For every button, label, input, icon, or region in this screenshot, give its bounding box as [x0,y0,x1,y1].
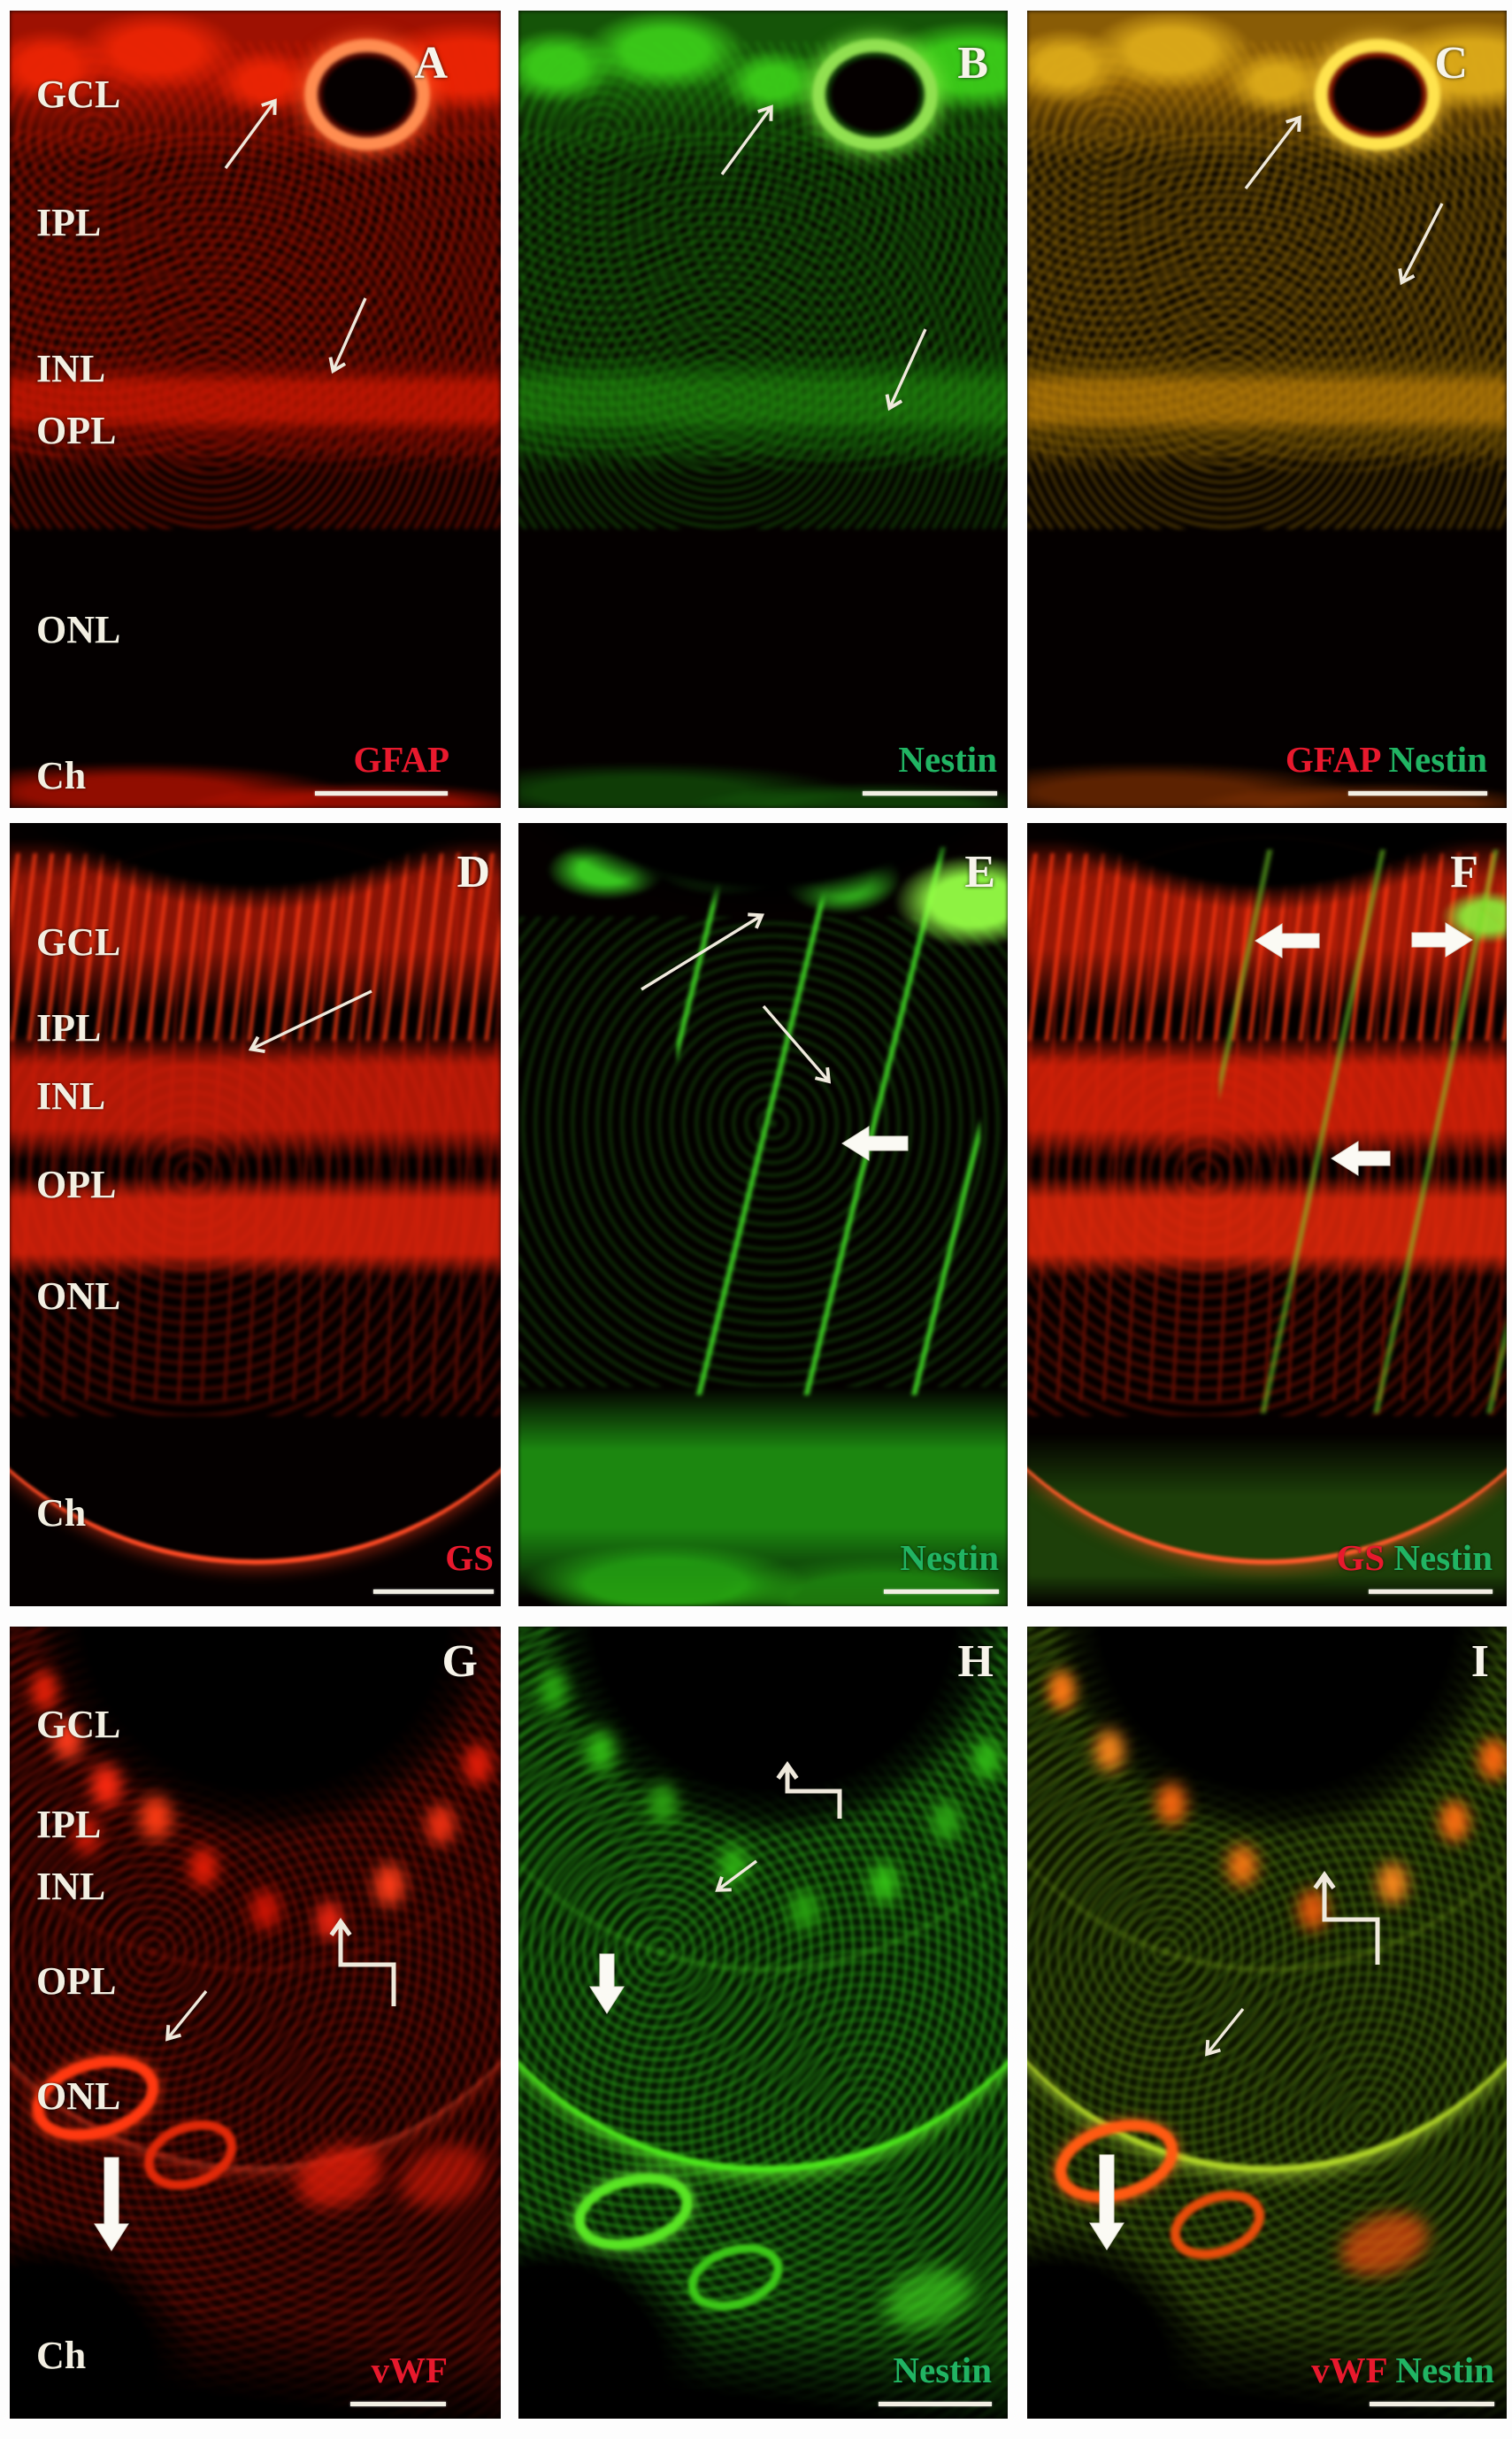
scale-bar [1369,1589,1493,1594]
panel-letter: E [964,847,995,897]
layer-label-ONL: ONL [36,2074,121,2118]
layer-label-Ch: Ch [36,2334,87,2377]
layer-label-IPL: IPL [36,1803,102,1846]
panel-A-gfap: GCL IPL INL OPL ONL Ch A GFAP [10,11,501,808]
outer-limiting-membrane-visual [10,839,501,1565]
stain-text-Nestin: Nestin [898,739,997,780]
stain-text-Nestin: Nestin [1385,1537,1493,1578]
outer-limiting-membrane-visual [1027,839,1507,1565]
stain-text-Nestin: Nestin [893,2350,992,2390]
panel-D-gs: GCL IPL INL OPL ONL Ch D GS [10,823,501,1606]
outer-limiting-membrane-visual [518,1627,1008,2173]
blood-vessel-ring-visual [811,38,938,150]
panel-C-merge: C GFAP Nestin [1027,11,1507,808]
blood-vessel-ring-visual [1315,38,1441,150]
scale-bar [350,2402,446,2406]
panel-letter: G [441,1636,478,1687]
scale-bar [315,791,448,796]
scale-bar [1370,2402,1494,2406]
panel-letter: A [414,38,448,88]
panel-letter: D [457,847,490,897]
layer-label-ONL: ONL [36,1274,121,1318]
stain-label: Nestin [900,1540,999,1576]
stain-label: GFAP [353,742,449,778]
micrograph-visual [518,823,1008,1606]
stain-text-Nestin: Nestin [900,1537,999,1578]
stain-label: Nestin [898,742,997,778]
panel-I-merge: I vWF Nestin [1027,1627,1507,2419]
outer-limiting-membrane-visual [10,1627,501,2173]
layer-label-IPL: IPL [36,201,102,244]
panel-E-nestin: E Nestin [518,823,1008,1606]
outer-limiting-membrane-visual [1027,1627,1507,2173]
micrograph-visual [1027,11,1507,808]
layer-label-GCL: GCL [36,1703,121,1746]
stain-label: vWF [371,2352,448,2389]
scale-bar [373,1589,494,1594]
panel-letter: I [1470,1636,1489,1687]
layer-label-OPL: OPL [36,1959,117,2003]
scale-bar [1348,791,1487,796]
stain-text-Nestin: Nestin [1386,2350,1494,2390]
layer-label-INL: INL [36,1074,106,1118]
layer-label-ONL: ONL [36,608,121,651]
stain-label: GFAP Nestin [1286,742,1487,778]
micrograph-visual [518,11,1008,808]
stain-label: GS [445,1540,494,1576]
layer-label-OPL: OPL [36,409,117,452]
stain-text-GFAP: GFAP [1285,739,1380,780]
layer-label-GCL: GCL [36,73,121,116]
stain-text-vWF: vWF [371,2350,448,2390]
stain-label: GS Nestin [1336,1540,1493,1576]
panel-G-vwf: GCL IPL INL OPL ONL Ch G vWF [10,1627,501,2419]
panel-letter: C [1434,38,1468,88]
panel-letter: B [957,38,988,88]
layer-label-INL: INL [36,1865,106,1908]
panel-B-nestin: B Nestin [518,11,1008,808]
layer-label-GCL: GCL [36,920,121,964]
layer-label-Ch: Ch [36,1491,87,1535]
stain-text-GS: GS [1336,1537,1385,1578]
panel-H-nestin: H Nestin [518,1627,1008,2419]
panel-letter: H [957,1636,994,1687]
stain-label: vWF Nestin [1311,2352,1494,2389]
scale-bar [884,1589,999,1594]
stain-label: Nestin [893,2352,992,2389]
layer-label-Ch: Ch [36,754,87,797]
scale-bar [863,791,997,796]
stain-text-vWF: vWF [1311,2350,1387,2390]
panel-letter: F [1450,847,1478,897]
scale-bar [879,2402,992,2406]
layer-label-OPL: OPL [36,1163,117,1206]
layer-label-INL: INL [36,347,106,390]
layer-label-IPL: IPL [36,1006,102,1050]
stain-text-GFAP: GFAP [353,739,449,780]
panel-F-merge: F GS Nestin [1027,823,1507,1606]
blood-vessel-ring-visual [304,38,430,150]
stain-text-Nestin: Nestin [1379,739,1487,780]
stain-text-GS: GS [445,1537,494,1578]
